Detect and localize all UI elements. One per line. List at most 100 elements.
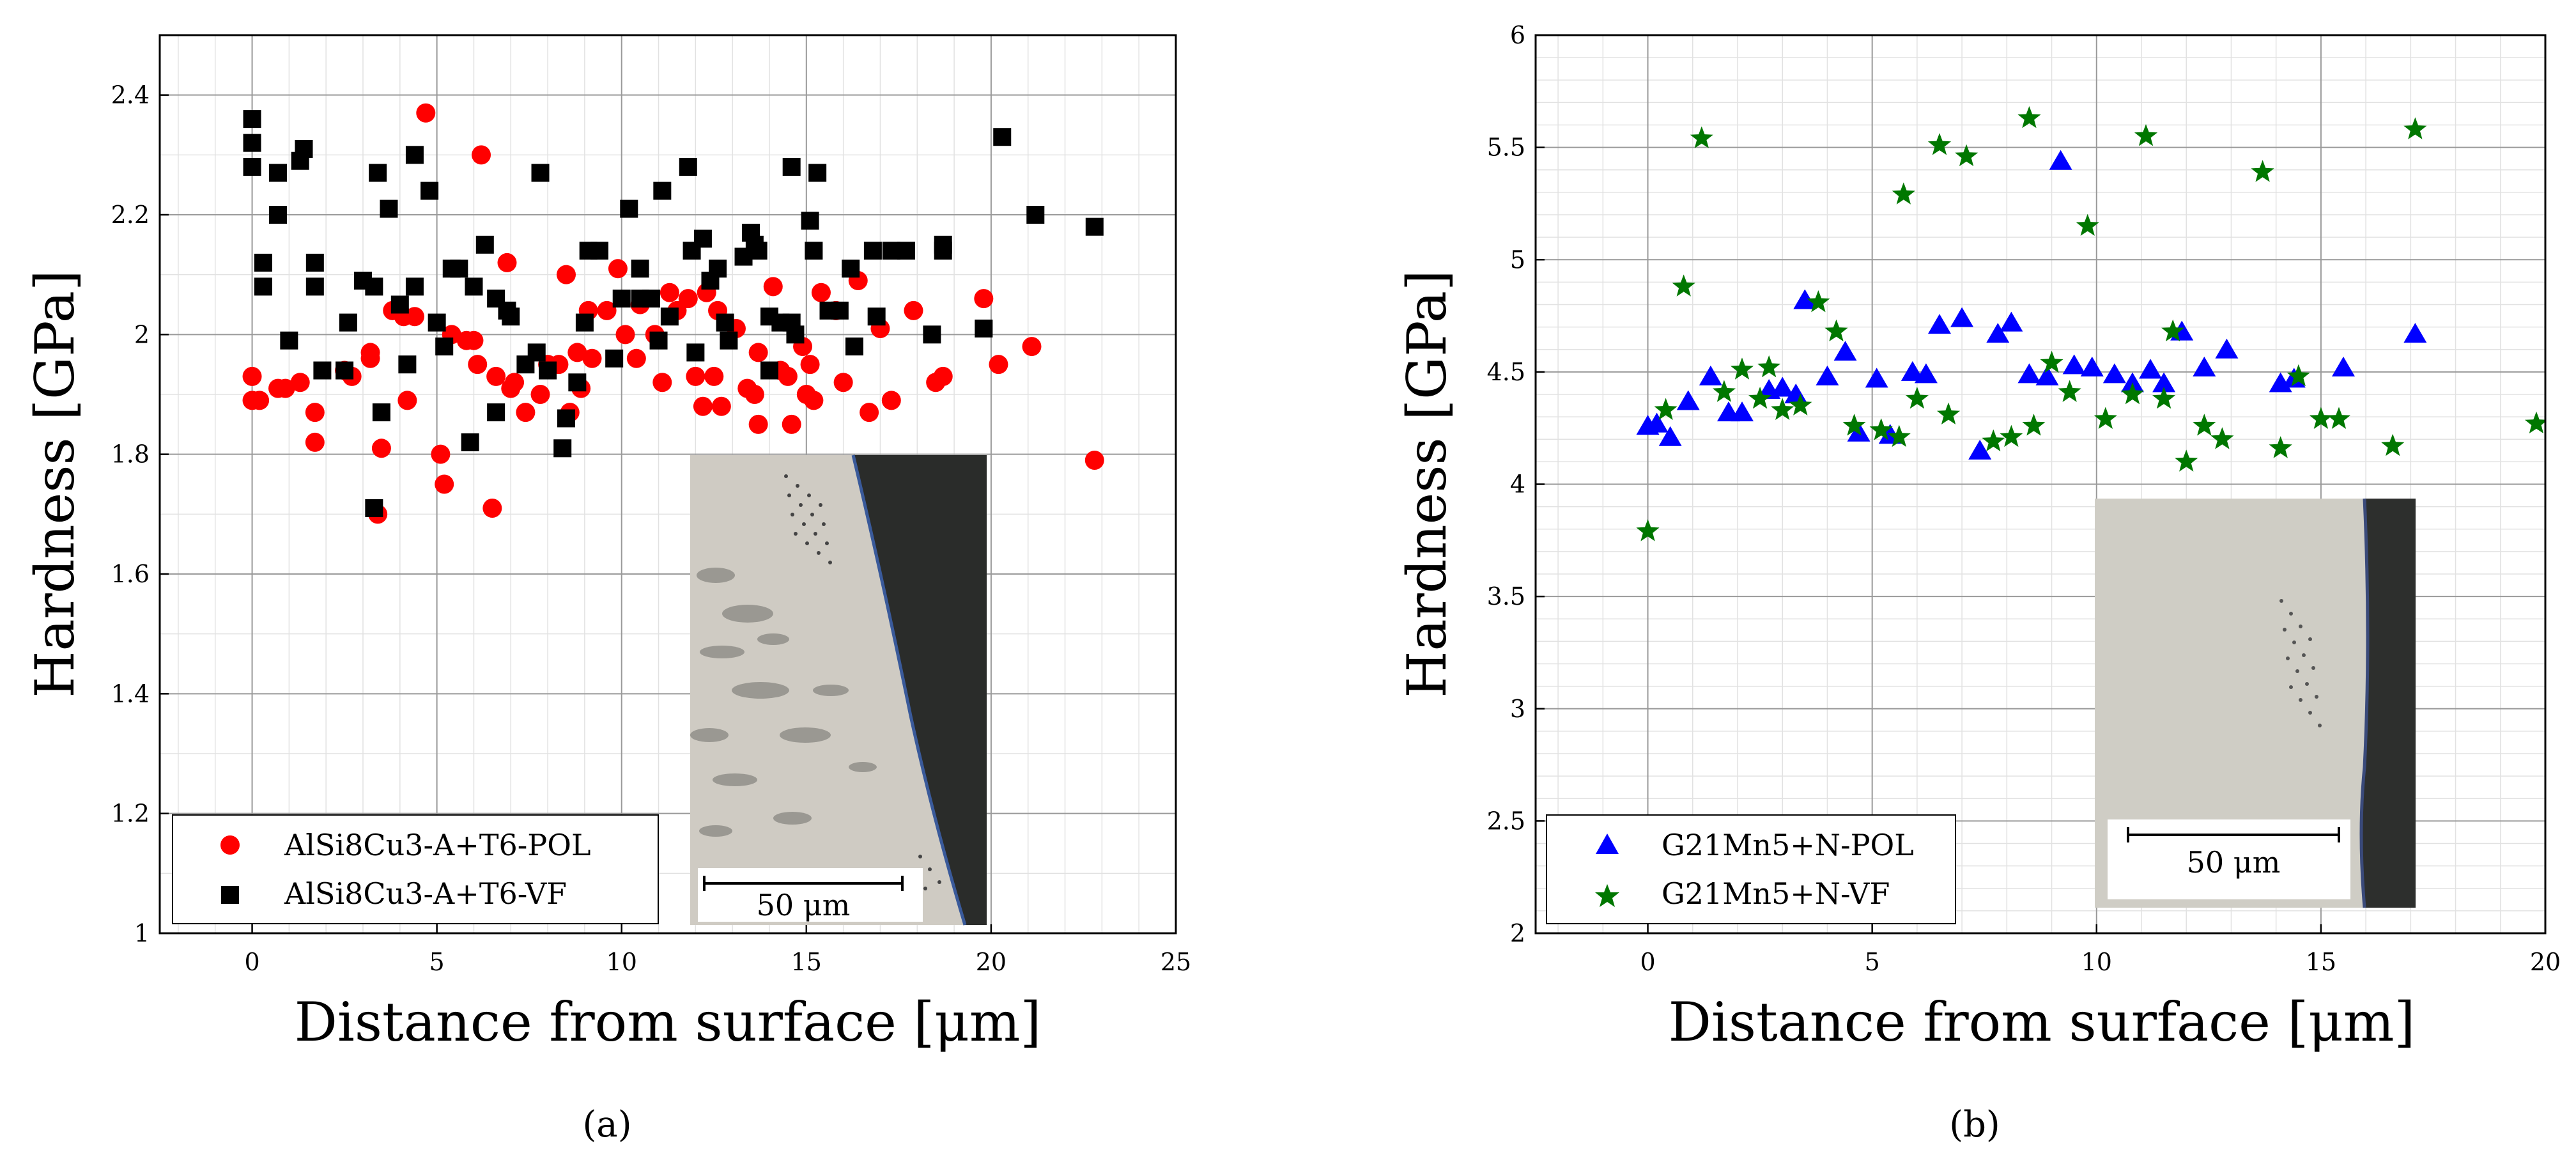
panel-a-frame: [158, 34, 1177, 935]
data-point-a-series-0: [557, 265, 576, 284]
data-point-a-series-1: [339, 313, 357, 332]
data-point-a-series-0: [1022, 337, 1042, 357]
y-tick-label: 5.5: [1487, 134, 1525, 162]
panel-b-xlabel: Distance from surface [μm]: [1669, 991, 2416, 1053]
data-point-a-series-1: [365, 499, 383, 517]
data-point-b-series-0: [1914, 363, 1938, 384]
data-point-a-series-1: [923, 325, 941, 344]
data-point-a-series-0: [305, 432, 325, 452]
panel-b-inset-micrograph: 50 μm: [2095, 498, 2416, 908]
data-point-b-series-1: [2161, 319, 2185, 341]
data-point-b-series-1: [2175, 449, 2198, 472]
data-point-b-series-1: [2076, 213, 2099, 236]
x-tick-label: 0: [1640, 948, 1655, 976]
panel-b-ticks: 0 5 10 15 20 2 2.5 3 3.5 4 4.5 5 5.5 6: [1487, 21, 2561, 976]
panel-a-ylabel: Hardness [GPa]: [24, 270, 86, 697]
panel-b-legend: G21Mn5+N-POL G21Mn5+N-VF: [1546, 814, 1956, 924]
y-tick-label: 1.2: [111, 800, 150, 828]
data-point-b-series-0: [1928, 314, 1951, 334]
data-point-b-series-0: [1901, 361, 1924, 381]
data-point-a-series-1: [1026, 206, 1045, 224]
data-point-a-series-1: [450, 260, 468, 278]
data-point-a-series-1: [863, 242, 882, 260]
data-point-b-series-0: [1771, 376, 1794, 397]
data-point-a-series-0: [242, 366, 262, 386]
data-point-b-series-1: [1927, 133, 1952, 155]
data-point-b-series-1: [1748, 387, 1772, 409]
data-point-a-series-1: [631, 260, 649, 278]
data-point-a-series-1: [475, 235, 494, 254]
data-point-a-series-1: [305, 277, 324, 296]
y-tick-label: 1.6: [111, 560, 150, 588]
data-point-a-series-1: [897, 242, 915, 260]
data-point-a-series-0: [659, 283, 679, 302]
data-point-b-series-0: [1950, 307, 1974, 327]
data-point-b-series-1: [2251, 160, 2274, 182]
data-point-a-series-0: [468, 355, 488, 375]
panel-a-inset-micrograph: 50 μm: [690, 454, 987, 926]
data-point-a-series-0: [250, 391, 270, 410]
data-point-b-series-1: [2269, 436, 2292, 458]
y-tick-label: 2: [134, 320, 150, 348]
data-point-a-series-1: [575, 313, 594, 332]
data-point-a-series-0: [416, 103, 436, 123]
data-point-b-series-0: [1658, 426, 1682, 446]
data-point-a-series-1: [269, 206, 288, 224]
data-point-b-series-1: [1955, 144, 1978, 166]
y-tick-label: 3.5: [1487, 582, 1525, 610]
data-point-a-series-1: [254, 253, 272, 272]
data-point-b-series-0: [2193, 356, 2216, 376]
data-point-b-series-1: [1789, 393, 1812, 415]
data-point-a-series-1: [372, 403, 390, 422]
data-point-a-series-0: [305, 403, 325, 423]
y-tick-label: 1: [134, 919, 150, 947]
data-point-a-series-0: [744, 385, 764, 404]
data-point-a-series-0: [431, 444, 451, 464]
x-tick-label: 5: [1865, 948, 1880, 976]
data-point-b-series-1: [1757, 355, 1781, 378]
data-point-a-series-0: [530, 385, 550, 404]
data-point-a-series-1: [612, 290, 631, 308]
data-point-b-series-1: [1937, 402, 1961, 424]
data-point-a-series-0: [804, 391, 824, 410]
data-point-a-series-1: [435, 338, 454, 356]
data-point-a-series-1: [539, 361, 557, 380]
data-point-b-series-1: [2134, 124, 2158, 146]
data-point-a-series-1: [280, 331, 298, 350]
data-point-a-series-0: [904, 300, 923, 320]
data-point-a-series-1: [428, 313, 446, 332]
data-point-a-series-1: [295, 139, 313, 158]
data-point-b-series-1: [1824, 319, 1848, 341]
data-point-a-series-0: [435, 474, 454, 494]
data-point-a-series-0: [626, 348, 646, 368]
data-point-a-series-0: [811, 283, 831, 302]
data-point-b-series-0: [1645, 412, 1669, 433]
data-point-a-series-1: [243, 134, 261, 152]
data-point-b-series-1: [1807, 290, 1830, 313]
data-point-a-series-1: [313, 361, 332, 380]
data-point-a-series-0: [360, 348, 380, 368]
legend-label-b0: G21Mn5+N-POL: [1662, 828, 1914, 862]
data-point-a-series-1: [269, 164, 288, 182]
data-point-a-series-1: [934, 235, 952, 254]
data-point-a-series-1: [805, 242, 823, 260]
data-point-a-series-0: [516, 403, 536, 423]
data-point-a-series-1: [553, 439, 572, 458]
data-point-a-series-1: [531, 164, 550, 182]
panel-a-legend: AlSi8Cu3-A+T6-POL AlSi8Cu3-A+T6-VF: [172, 814, 659, 924]
data-point-b-series-0: [2332, 356, 2355, 376]
data-point-a-series-0: [763, 277, 783, 297]
data-point-a-series-1: [720, 331, 738, 350]
panel-b-frame: [1534, 34, 2547, 935]
data-point-b-series-0: [2035, 365, 2059, 385]
y-tick-label: 4.5: [1487, 358, 1525, 386]
data-point-b-series-0: [1793, 289, 1817, 309]
data-point-b-series-1: [2193, 414, 2216, 436]
data-point-a-series-1: [502, 307, 520, 326]
data-point-b-series-1: [2210, 427, 2234, 449]
data-point-a-series-1: [487, 403, 505, 422]
data-point-a-series-1: [808, 164, 827, 182]
data-point-b-series-1: [2403, 117, 2427, 139]
x-tick-label: 15: [791, 948, 822, 976]
